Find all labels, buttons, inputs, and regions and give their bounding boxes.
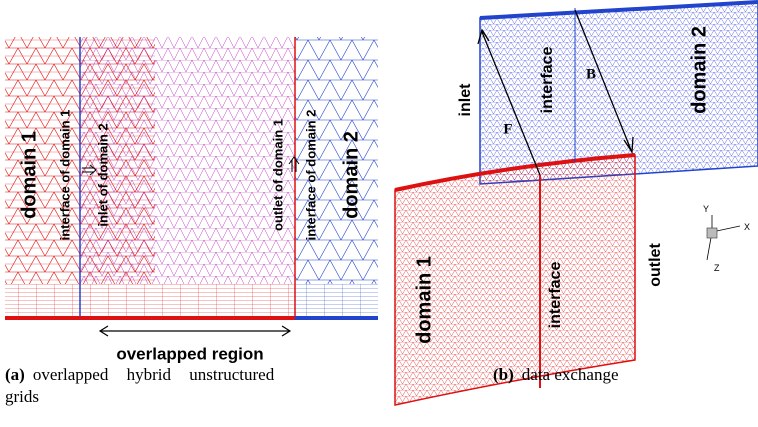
label: inlet of domain 2: [95, 123, 110, 226]
label: overlapped region: [116, 344, 263, 363]
caption: grids: [5, 387, 39, 406]
label: outlet of domain 1: [270, 119, 285, 231]
caption-tag: (a): [5, 365, 25, 384]
axis-label: Y: [703, 204, 709, 214]
label: F: [503, 121, 512, 137]
axis-label: Z: [714, 263, 720, 273]
caption-tag: (b): [493, 365, 514, 384]
label: domain 2: [340, 131, 362, 219]
label: domain 2: [688, 26, 710, 114]
caption-text: overlapped hybrid unstructured: [33, 365, 275, 384]
axis-label: X: [744, 222, 750, 232]
label: domain 1: [18, 131, 40, 219]
label: interface: [539, 47, 556, 114]
figure: domain 1 interface of domain 1 inlet of …: [0, 0, 758, 427]
label: B: [586, 66, 596, 82]
label: interface of domain 2: [303, 110, 318, 241]
label: domain 1: [413, 256, 435, 344]
label: outlet: [647, 243, 664, 287]
label: inlet: [457, 83, 474, 117]
label: interface: [547, 262, 564, 329]
label: interface of domain 1: [57, 110, 72, 241]
caption-text: data exchange: [522, 365, 619, 384]
caption: (b) data exchange: [493, 365, 619, 384]
caption: (a) overlapped hybrid unstructured: [5, 365, 275, 384]
